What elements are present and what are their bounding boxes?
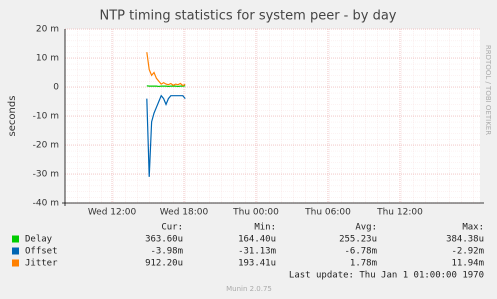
stat-value: 193.41u (238, 259, 276, 269)
series-line (146, 94, 186, 177)
minor-grid (65, 29, 480, 203)
y-tick-label: 0 (53, 83, 59, 93)
legend-label: Jitter (25, 259, 58, 269)
stat-header: Max: (462, 223, 484, 233)
marks-layer (146, 52, 186, 177)
stat-value: -2.92m (451, 247, 484, 257)
legend-label: Delay (25, 235, 53, 245)
stat-header: Cur: (161, 223, 183, 233)
last-update: Last update: Thu Jan 1 01:00:00 1970 (289, 271, 484, 281)
stat-value: 1.78m (350, 259, 377, 269)
x-tick-label: Thu 12:00 (376, 208, 423, 218)
stat-value: 363.60u (145, 235, 183, 245)
y-axis-label: seconds (7, 96, 18, 137)
series-line (146, 52, 186, 87)
y-tick-label: -20 m (33, 141, 59, 151)
stat-value: -31.13m (238, 247, 276, 257)
stat-value: 164.40u (238, 235, 276, 245)
y-tick-label: -10 m (33, 112, 59, 122)
legend-swatch (12, 247, 19, 255)
stat-header: Avg: (355, 223, 377, 233)
y-tick-label: -40 m (33, 199, 59, 209)
legend-swatch (12, 259, 19, 267)
stat-value: 11.94m (451, 259, 484, 269)
legend-label: Offset (25, 247, 58, 257)
chart-title: NTP timing statistics for system peer - … (99, 9, 396, 24)
stat-header: Min: (254, 223, 276, 233)
footer: Munin 2.0.75 (226, 285, 272, 293)
x-tick-label: Wed 12:00 (88, 208, 137, 218)
y-tick-label: -30 m (33, 170, 59, 180)
stat-value: -6.78m (344, 247, 377, 257)
stat-value: 255.23u (339, 235, 377, 245)
y-tick-label: 10 m (36, 54, 59, 64)
x-tick-label: Thu 00:00 (232, 208, 279, 218)
x-tick-label: Wed 18:00 (160, 208, 209, 218)
legend-swatch (12, 235, 19, 243)
grid-layer (65, 28, 480, 204)
side-text: RRDTOOL / TOBI OETIKER (484, 45, 492, 135)
series-line (146, 85, 186, 88)
stat-value: 912.20u (145, 259, 183, 269)
stat-value: -3.98m (150, 247, 183, 257)
x-tick-label: Thu 06:00 (304, 208, 351, 218)
y-tick-label: 20 m (36, 25, 59, 35)
stat-value: 384.38u (446, 235, 484, 245)
